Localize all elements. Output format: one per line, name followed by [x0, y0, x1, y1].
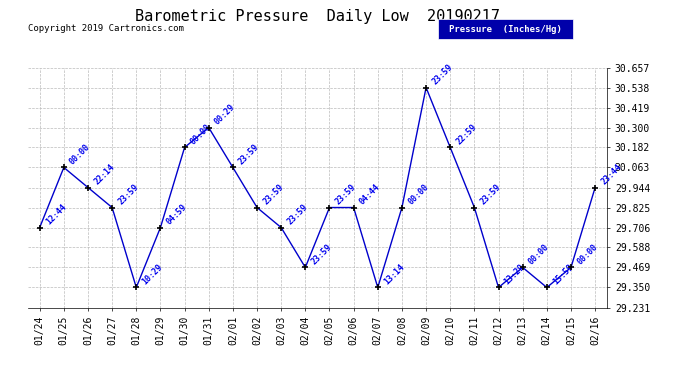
Text: 23:59: 23:59	[310, 243, 333, 267]
Text: 23:44: 23:44	[600, 163, 623, 187]
Text: 23:59: 23:59	[431, 63, 454, 87]
Text: 23:59: 23:59	[286, 203, 309, 227]
Text: 00:00: 00:00	[527, 243, 551, 267]
Text: 00:29: 00:29	[213, 103, 237, 127]
Text: 04:59: 04:59	[165, 203, 188, 227]
Text: 00:00: 00:00	[189, 123, 213, 147]
Text: 04:44: 04:44	[358, 183, 382, 207]
Text: Pressure  (Inches/Hg): Pressure (Inches/Hg)	[449, 25, 562, 34]
Text: 12:44: 12:44	[44, 203, 68, 227]
Text: 15:59: 15:59	[551, 262, 575, 287]
Text: 23:59: 23:59	[262, 183, 285, 207]
Text: 13:29: 13:29	[503, 262, 526, 287]
Text: 22:59: 22:59	[455, 123, 478, 147]
Text: 13:14: 13:14	[382, 262, 406, 287]
Text: 00:00: 00:00	[575, 243, 599, 267]
Text: 10:29: 10:29	[141, 262, 164, 287]
Text: 23:59: 23:59	[334, 183, 357, 207]
Text: 23:59: 23:59	[117, 183, 140, 207]
Text: 23:59: 23:59	[479, 183, 502, 207]
Text: 23:59: 23:59	[237, 142, 261, 167]
Text: 22:14: 22:14	[92, 163, 116, 187]
Text: 00:00: 00:00	[68, 142, 92, 167]
Text: Copyright 2019 Cartronics.com: Copyright 2019 Cartronics.com	[28, 24, 184, 33]
Text: Barometric Pressure  Daily Low  20190217: Barometric Pressure Daily Low 20190217	[135, 9, 500, 24]
Text: 00:00: 00:00	[406, 183, 430, 207]
